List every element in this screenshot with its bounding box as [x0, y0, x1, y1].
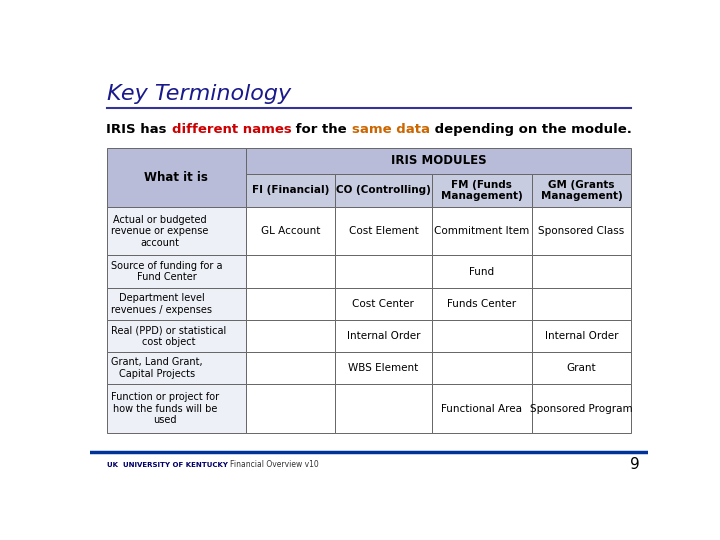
- Bar: [246, 207, 335, 255]
- Text: Cost Center: Cost Center: [353, 299, 415, 309]
- Bar: [432, 288, 531, 320]
- Bar: [335, 320, 432, 352]
- Bar: [531, 174, 631, 207]
- Bar: [531, 352, 631, 384]
- Bar: [335, 288, 432, 320]
- Bar: [432, 352, 531, 384]
- Text: Internal Order: Internal Order: [346, 331, 420, 341]
- Bar: [246, 255, 335, 288]
- Text: Sponsored Program: Sponsored Program: [530, 403, 633, 414]
- Bar: [335, 255, 432, 288]
- Bar: [432, 174, 531, 207]
- Bar: [335, 207, 432, 255]
- Text: Function or project for
how the funds will be
used: Function or project for how the funds wi…: [111, 392, 220, 425]
- Text: Cost Element: Cost Element: [348, 226, 418, 236]
- Text: FM (Funds
Management): FM (Funds Management): [441, 180, 523, 201]
- Bar: [107, 148, 246, 207]
- Bar: [531, 320, 631, 352]
- Bar: [335, 352, 432, 384]
- Text: Sponsored Class: Sponsored Class: [539, 226, 624, 236]
- Text: GL Account: GL Account: [261, 226, 320, 236]
- Bar: [246, 384, 335, 433]
- Bar: [432, 207, 531, 255]
- Text: FI (Financial): FI (Financial): [251, 185, 329, 195]
- Bar: [335, 384, 432, 433]
- Bar: [107, 207, 246, 255]
- Text: Funds Center: Funds Center: [447, 299, 516, 309]
- Bar: [107, 352, 246, 384]
- Text: Grant: Grant: [567, 363, 596, 373]
- Text: GM (Grants
Management): GM (Grants Management): [541, 180, 622, 201]
- Text: Department level
revenues / expenses: Department level revenues / expenses: [111, 293, 212, 315]
- Bar: [246, 352, 335, 384]
- Text: What it is: What it is: [144, 171, 208, 184]
- Text: UK  UNIVERSITY OF KENTUCKY: UK UNIVERSITY OF KENTUCKY: [107, 462, 228, 468]
- Bar: [531, 288, 631, 320]
- Text: WBS Element: WBS Element: [348, 363, 418, 373]
- Text: Commitment Item: Commitment Item: [434, 226, 529, 236]
- Text: Source of funding for a
Fund Center: Source of funding for a Fund Center: [111, 261, 222, 282]
- Bar: [246, 174, 335, 207]
- Text: for the: for the: [292, 123, 351, 136]
- Text: Fund: Fund: [469, 267, 495, 276]
- Bar: [246, 320, 335, 352]
- Text: Actual or budgeted
revenue or expense
account: Actual or budgeted revenue or expense ac…: [111, 214, 209, 248]
- Text: IRIS has: IRIS has: [107, 123, 171, 136]
- Text: Real (PPD) or statistical
cost object: Real (PPD) or statistical cost object: [111, 325, 227, 347]
- Text: Grant, Land Grant,
Capital Projects: Grant, Land Grant, Capital Projects: [111, 357, 203, 379]
- Bar: [246, 148, 631, 174]
- Text: Functional Area: Functional Area: [441, 403, 522, 414]
- Bar: [432, 320, 531, 352]
- Text: Financial Overview v10: Financial Overview v10: [230, 460, 318, 469]
- Bar: [107, 320, 246, 352]
- Bar: [246, 288, 335, 320]
- Text: same data: same data: [351, 123, 430, 136]
- Bar: [107, 255, 246, 288]
- Text: IRIS MODULES: IRIS MODULES: [391, 154, 486, 167]
- Text: depending on the module.: depending on the module.: [430, 123, 631, 136]
- Text: different names: different names: [171, 123, 292, 136]
- Bar: [107, 384, 246, 433]
- Bar: [432, 384, 531, 433]
- Bar: [107, 288, 246, 320]
- Text: 9: 9: [630, 457, 639, 472]
- Bar: [531, 207, 631, 255]
- Bar: [531, 255, 631, 288]
- Text: Internal Order: Internal Order: [545, 331, 618, 341]
- Bar: [531, 384, 631, 433]
- Text: CO (Controlling): CO (Controlling): [336, 185, 431, 195]
- Bar: [432, 255, 531, 288]
- Text: Key Terminology: Key Terminology: [107, 84, 291, 104]
- Bar: [335, 174, 432, 207]
